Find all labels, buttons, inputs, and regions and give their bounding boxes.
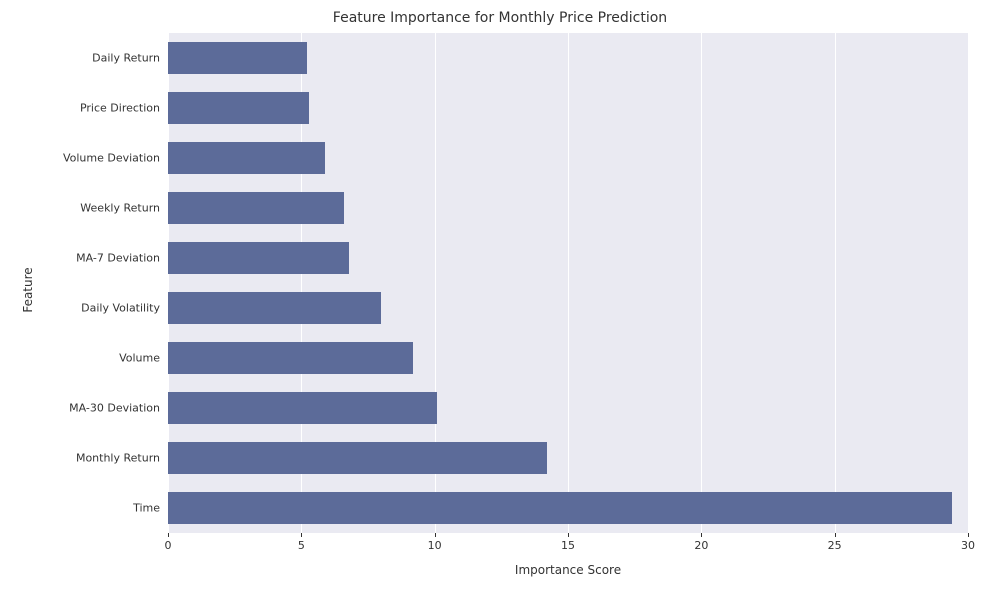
figure: Feature Importance for Monthly Price Pre… [0, 0, 1000, 600]
x-tick-label: 25 [828, 539, 842, 552]
bar [168, 492, 952, 524]
chart-title: Feature Importance for Monthly Price Pre… [0, 10, 1000, 26]
y-tick-label: Volume [119, 352, 160, 365]
y-tick-label: MA-30 Deviation [69, 402, 160, 415]
x-tick-mark [968, 533, 969, 537]
bar [168, 142, 325, 174]
bar [168, 42, 307, 74]
y-tick-label: Time [133, 502, 160, 515]
x-tick-mark [568, 533, 569, 537]
y-tick-label: MA-7 Deviation [76, 252, 160, 265]
grid-line [835, 33, 836, 533]
bar [168, 292, 381, 324]
x-tick-label: 0 [165, 539, 172, 552]
x-tick-mark [701, 533, 702, 537]
bar [168, 92, 309, 124]
plot-area [168, 33, 968, 533]
grid-line [568, 33, 569, 533]
x-tick-mark [435, 533, 436, 537]
x-tick-label: 5 [298, 539, 305, 552]
y-axis-label: Feature [21, 267, 35, 312]
grid-line [701, 33, 702, 533]
y-tick-label: Daily Volatility [81, 302, 160, 315]
x-axis-label: Importance Score [515, 563, 621, 577]
x-tick-label: 30 [961, 539, 975, 552]
x-tick-mark [301, 533, 302, 537]
y-tick-label: Price Direction [80, 102, 160, 115]
bar [168, 392, 437, 424]
bar [168, 192, 344, 224]
x-tick-mark [835, 533, 836, 537]
y-tick-label: Monthly Return [76, 452, 160, 465]
x-tick-mark [168, 533, 169, 537]
y-tick-label: Volume Deviation [63, 152, 160, 165]
x-tick-label: 10 [428, 539, 442, 552]
x-tick-label: 20 [694, 539, 708, 552]
bar [168, 242, 349, 274]
bar [168, 342, 413, 374]
y-tick-label: Weekly Return [80, 202, 160, 215]
bar [168, 442, 547, 474]
x-tick-label: 15 [561, 539, 575, 552]
grid-line [968, 33, 969, 533]
y-tick-label: Daily Return [92, 52, 160, 65]
